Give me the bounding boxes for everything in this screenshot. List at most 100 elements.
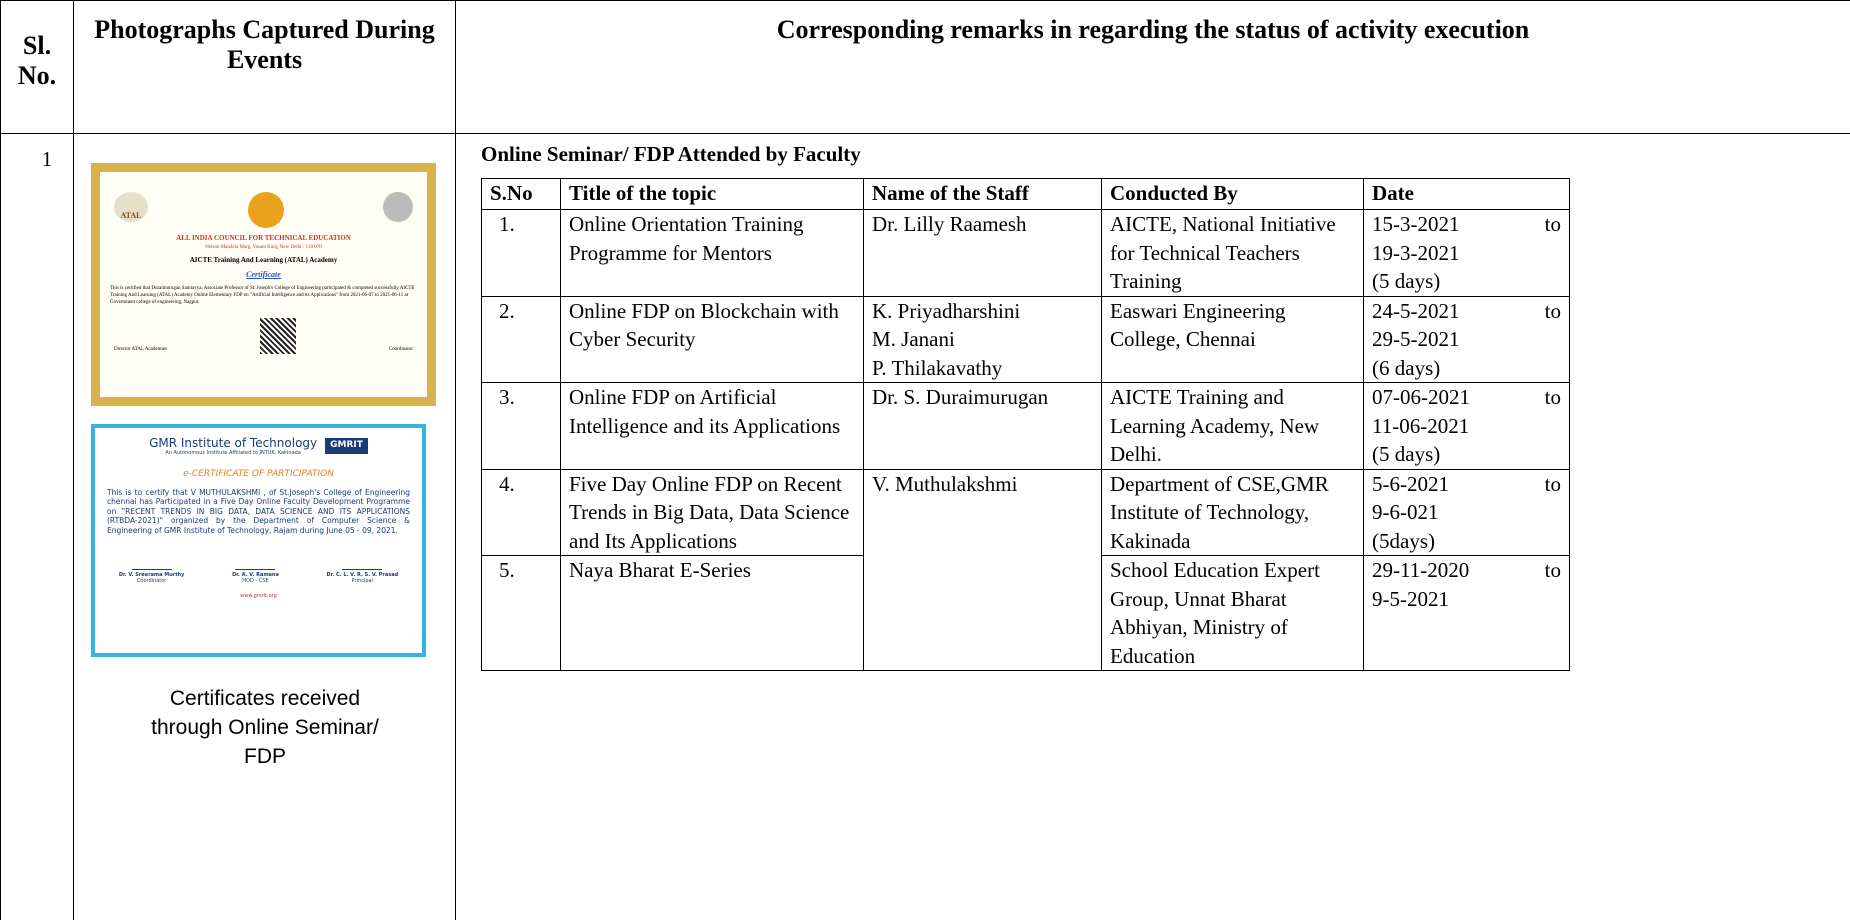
cert-body: This is certified that Duraimurugan Sami…	[110, 286, 415, 305]
date-line: 24-5-2021 to	[1372, 298, 1561, 323]
date-line: 5-6-2021 to	[1372, 471, 1561, 496]
title-cell: Online FDP on Blockchain with Cyber Secu…	[560, 295, 864, 383]
staff-name: Dr. S. Duraimurugan	[872, 385, 1049, 409]
signatory-name: Dr. C. L. V. R. S. V. Prasad	[326, 572, 399, 578]
sno-cell: 2.	[481, 295, 561, 383]
sign-line	[235, 559, 276, 570]
column-header: Title of the topic	[560, 178, 864, 210]
date-line: 29-11-2020 to	[1372, 558, 1561, 582]
date-line: 19-3-2021	[1372, 240, 1460, 265]
conducted-cell: Easwari Engineering College, Chennai	[1101, 295, 1364, 383]
date-line: (6 days)	[1372, 355, 1441, 380]
column-header: S.No	[481, 178, 561, 210]
sign-line	[342, 559, 383, 570]
sign-line	[131, 559, 172, 570]
section-heading: Online Seminar/ FDP Attended by Faculty	[481, 142, 861, 166]
staff-cell: Dr. Lilly Raamesh	[863, 209, 1102, 297]
staff-name: K. Priyadharshini	[872, 298, 1021, 323]
table-row: 4. Five Day Online FDP on Recent Trends i…	[481, 468, 1570, 671]
cert-academy: AICTE Training And Learning (ATAL) Acade…	[189, 256, 338, 264]
caption: Certificates received through Online Sem…	[151, 687, 379, 768]
header-row: Sl. No. Photographs Captured During Even…	[0, 0, 1850, 134]
conducted-cell: AICTE, National Initiative for Technical…	[1101, 209, 1364, 297]
conducted-cell: AICTE Training and Learning Academy, New…	[1101, 382, 1364, 470]
date-line: 29-5-2021	[1372, 327, 1460, 351]
cert-header: GMR Institute of Technology An Autonomou…	[95, 436, 422, 456]
logo: GMRIT	[325, 438, 368, 454]
table-row: 3. Online FDP on Artificial Intelligence …	[481, 382, 1570, 470]
cert-title: e-CERTIFICATE OF PARTICIPATION	[183, 469, 334, 479]
cert-sub: An Autonomous Institute Affiliated to JN…	[165, 450, 301, 456]
date-line: (5days)	[1372, 528, 1435, 553]
date-line: 07-06-2021 to	[1372, 385, 1561, 409]
table-row: 1. Online Orientation Training Programme …	[481, 209, 1570, 297]
cert-org-block: GMR Institute of Technology An Autonomou…	[149, 436, 317, 456]
cert-logos: ATAL	[100, 172, 427, 228]
date-line: (5 days)	[1372, 442, 1441, 466]
sno-cell: 5.	[481, 555, 561, 671]
conducted-cell: Department of CSE,GMR Institute of Techn…	[1101, 468, 1364, 556]
date-cell: 07-06-2021 to 11-06-2021 (5 days)	[1363, 382, 1570, 470]
signatory: Dr. A. V. Ramana HOD - CSE	[232, 559, 279, 584]
certificate: ATAL ALL INDIA COUNCIL FOR TECHNICAL EDU…	[91, 163, 436, 406]
signatory-role: Principal	[351, 578, 373, 584]
staff-name: P. Thilakavathy	[872, 355, 1003, 380]
staff-cell: Dr. S. Duraimurugan	[863, 382, 1102, 470]
title-cell: Five Day Online FDP on Recent Trends in …	[560, 468, 864, 556]
cert-title: Certificate	[246, 270, 281, 279]
sign-right: Coordinator	[388, 347, 413, 352]
cert-org: GMR Institute of Technology	[149, 436, 318, 450]
photo-area: ATAL ALL INDIA COUNCIL FOR TECHNICAL EDU…	[74, 134, 455, 920]
staff-name: Dr. Lilly Raamesh	[872, 212, 1027, 236]
sno-cell: 4.	[481, 468, 561, 556]
body-row: 1 ATAL ALL INDIA COUNCIL FOR TECHNICAL E…	[0, 133, 1850, 920]
title-cell: Naya Bharat E-Series	[560, 555, 864, 671]
column-header: Date	[1363, 178, 1570, 210]
signatory-role: Coordinator	[136, 578, 167, 584]
staff-name: M. Janani	[872, 327, 955, 351]
logo: ATAL	[114, 192, 148, 222]
sl-cell: 1	[0, 133, 74, 920]
photo-cell: ATAL ALL INDIA COUNCIL FOR TECHNICAL EDU…	[73, 133, 456, 920]
staff-cell: V. Muthulakshmi	[863, 468, 1102, 671]
sno-cell: 3.	[481, 382, 561, 470]
cert-signs: Director ATAL Academies Coordinator	[100, 312, 427, 354]
date-line: 9-6-021	[1372, 500, 1439, 524]
date-cell: 5-6-2021 to 9-6-021 (5days)	[1363, 468, 1570, 556]
faculty-table: S.No Title of the topic Name of the Staff C…	[481, 178, 1570, 671]
signatory-name: Dr. A. V. Ramana	[232, 572, 279, 578]
date-cell: 29-11-2020 to 9-5-2021	[1363, 555, 1570, 671]
logo	[247, 192, 284, 228]
logo	[383, 192, 413, 222]
date-line: 11-06-2021	[1372, 413, 1470, 438]
signatory-name: Dr. V. Sreerama Murthy	[118, 572, 185, 578]
signatory-role: HOD - CSE	[242, 578, 269, 584]
remarks-cell: Online Seminar/ FDP Attended by Faculty …	[455, 133, 1850, 920]
date-line: 9-5-2021	[1372, 586, 1449, 611]
cert-address: Nelson Mandela Marg, Vasant Kunj, New De…	[205, 245, 322, 250]
date-line: (5 days)	[1372, 269, 1441, 293]
title-cell: Online FDP on Artificial Intelligence an…	[560, 382, 864, 470]
column-header: Name of the Staff	[863, 178, 1102, 210]
date-cell: 15-3-2021 to 19-3-2021 (5 days)	[1363, 209, 1570, 297]
table-row: 2. Online FDP on Blockchain with Cyber Se…	[481, 295, 1570, 383]
cert-website: www.gmrit.org	[240, 593, 277, 599]
conducted-cell: School Education Expert Group, Unnat Bha…	[1101, 555, 1364, 671]
signatory: Dr. C. L. V. R. S. V. Prasad Principal	[326, 559, 399, 584]
date-cell: 24-5-2021 to 29-5-2021 (6 days)	[1363, 295, 1570, 383]
signatory: Dr. V. Sreerama Murthy Coordinator	[118, 559, 185, 584]
cert-signs: Dr. V. Sreerama Murthy Coordinator Dr. A. …	[95, 559, 422, 584]
remarks-area: Online Seminar/ FDP Attended by Faculty …	[456, 134, 1850, 920]
cert-body: This is to certify that V MUTHULAKSHMI ,…	[107, 487, 410, 535]
staff-cell: K. Priyadharshini M. Janani P. Thilakavath…	[863, 295, 1102, 383]
title-cell: Online Orientation Training Programme fo…	[560, 209, 864, 297]
qr-code	[259, 318, 296, 354]
header-cell: Corresponding remarks in regarding the s…	[455, 0, 1850, 134]
table-header-row: S.No Title of the topic Name of the Staff C…	[481, 178, 1570, 210]
header-cell: Sl. No.	[0, 0, 74, 134]
column-header: Conducted By	[1101, 178, 1364, 210]
cert-org: ALL INDIA COUNCIL FOR TECHNICAL EDUCATIO…	[176, 234, 351, 242]
staff-name: V. Muthulakshmi	[872, 471, 1018, 496]
